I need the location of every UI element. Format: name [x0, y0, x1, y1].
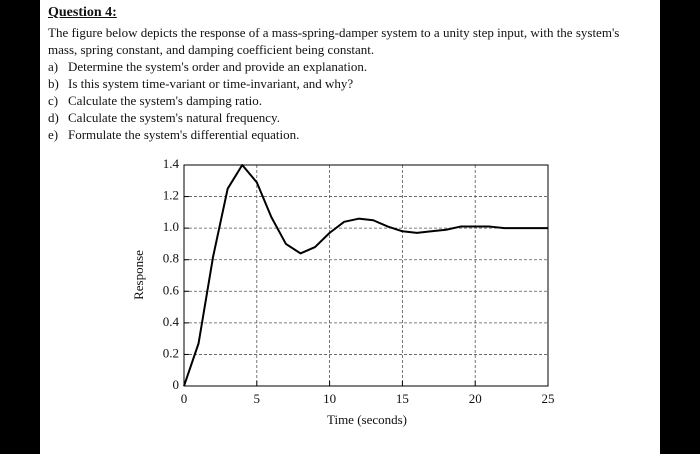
x-tick-label: 0 [181, 391, 188, 406]
item-label: e) [48, 127, 59, 142]
y-tick-label: 1.2 [163, 188, 179, 203]
item-text: Calculate the system's natural frequency… [68, 110, 280, 125]
x-tick-label: 20 [469, 391, 482, 406]
question-list: a) Determine the system's order and provi… [48, 58, 648, 143]
item-label: c) [48, 93, 59, 108]
y-tick-label: 1.4 [163, 156, 180, 171]
x-tick-label: 25 [542, 391, 555, 406]
item-text: Is this system time-variant or time-inva… [68, 76, 354, 91]
document: Question 4: The figure below depicts the… [48, 4, 648, 143]
item-label: b) [48, 76, 59, 91]
x-tick-label: 15 [396, 391, 409, 406]
question-item: b) Is this system time-variant or time-in… [48, 75, 648, 92]
question-item: c) Calculate the system's damping ratio. [48, 92, 648, 109]
y-tick-label: 0.4 [163, 314, 180, 329]
item-text: Determine the system's order and provide… [68, 59, 368, 74]
y-tick-label: 0 [173, 377, 180, 392]
y-axis-label: Response [131, 250, 146, 300]
question-body: The figure below depicts the response of… [48, 25, 620, 57]
y-tick-label: 0.6 [163, 282, 180, 297]
item-label: a) [48, 59, 59, 74]
item-text: Calculate the system's damping ratio. [68, 93, 263, 108]
x-tick-label: 5 [254, 391, 261, 406]
question-item: e) Formulate the system's differential eq… [48, 126, 648, 143]
response-line [183, 164, 548, 387]
y-tick-label: 0.2 [163, 345, 179, 360]
plot-frame [183, 164, 549, 387]
item-label: d) [48, 110, 59, 125]
paper [40, 0, 660, 454]
x-axis-label: Time (seconds) [327, 412, 407, 427]
question-item: d) Calculate the system's natural frequen… [48, 109, 648, 126]
x-tick-label: 10 [323, 391, 336, 406]
question-title: Question 4: [48, 5, 117, 20]
item-text: Formulate the system's differential equa… [68, 127, 300, 142]
question-item: a) Determine the system's order and provi… [48, 58, 648, 75]
y-tick-label: 1.0 [163, 219, 179, 234]
y-tick-label: 0.8 [163, 251, 179, 266]
